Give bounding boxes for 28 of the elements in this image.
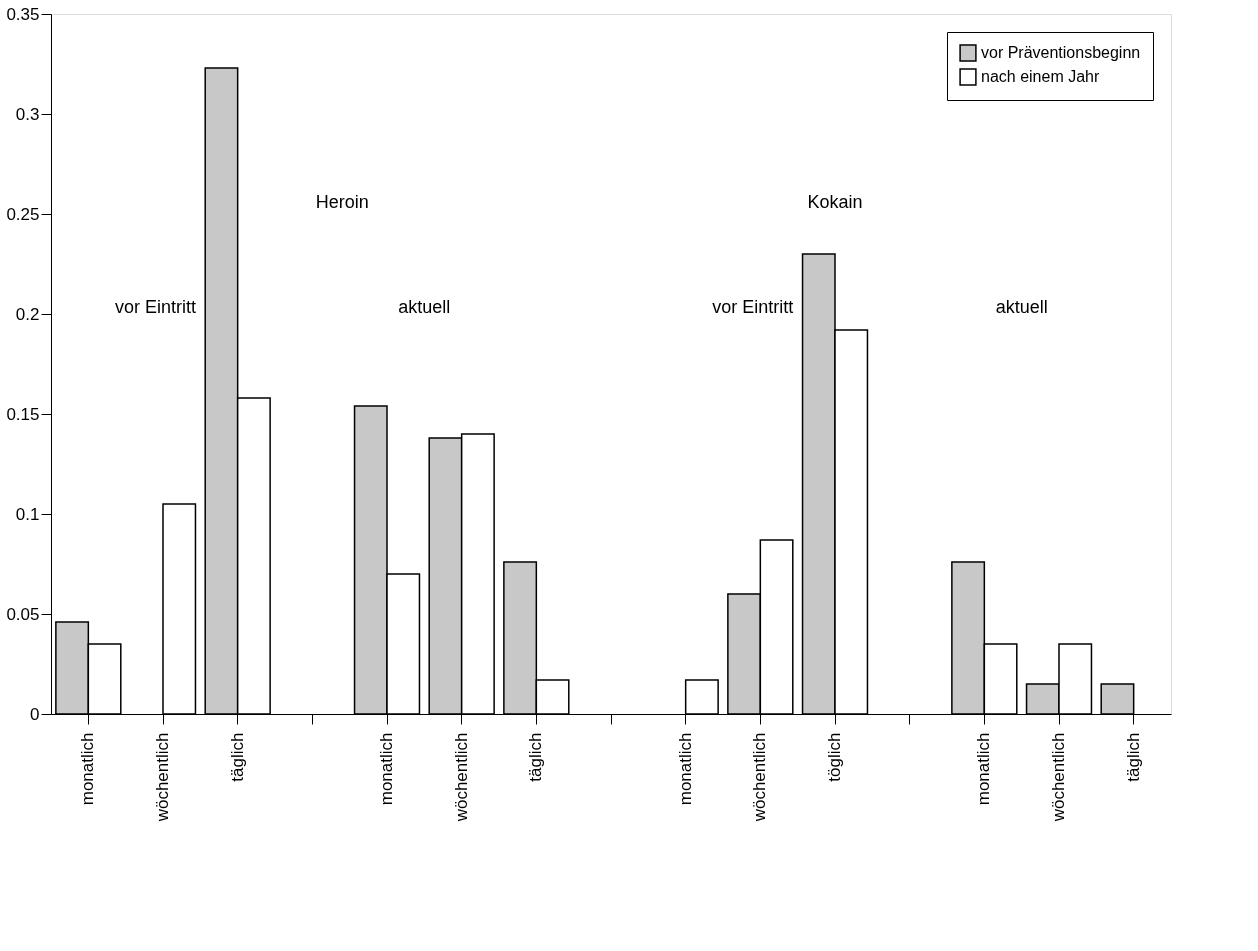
x-tick-label: wöchentlich	[451, 732, 471, 823]
x-tick-label: täglich	[526, 732, 546, 782]
x-tick-label: wöchentlich	[153, 732, 172, 823]
x-tick-label: täglich	[227, 732, 247, 782]
annotation: Heroin	[315, 192, 369, 212]
annotation: vor Eintritt	[712, 297, 794, 317]
y-tick-label: 0.1	[15, 504, 40, 524]
legend-label: nach einem Jahr	[981, 68, 1100, 85]
y-tick-label: 0.15	[6, 404, 40, 424]
x-tick-label: wöchentlich	[1049, 732, 1068, 823]
y-tick-label: 0.3	[15, 104, 40, 124]
annotation: aktuell	[995, 297, 1048, 317]
y-tick-label: 0.05	[6, 604, 40, 624]
x-tick-label: monatlich	[78, 732, 98, 806]
x-tick-label: monatlich	[675, 732, 695, 806]
y-tick-label: 0.2	[15, 304, 40, 324]
annotation: aktuell	[398, 297, 451, 317]
x-tick-label: töglich	[825, 732, 844, 782]
legend-label: vor Präventionsbeginn	[981, 44, 1141, 61]
x-tick-label: wöchentlich	[750, 732, 770, 823]
annotation: Kokain	[807, 192, 863, 212]
y-tick-label: 0	[30, 704, 40, 724]
y-tick-label: 0.25	[6, 204, 40, 224]
x-tick-label: monatlich	[974, 732, 994, 806]
y-tick-label: 0.35	[6, 4, 40, 24]
annotation: vor Eintritt	[115, 297, 197, 317]
x-tick-label: monatlich	[377, 732, 396, 806]
x-tick-label: täglich	[1123, 732, 1143, 782]
